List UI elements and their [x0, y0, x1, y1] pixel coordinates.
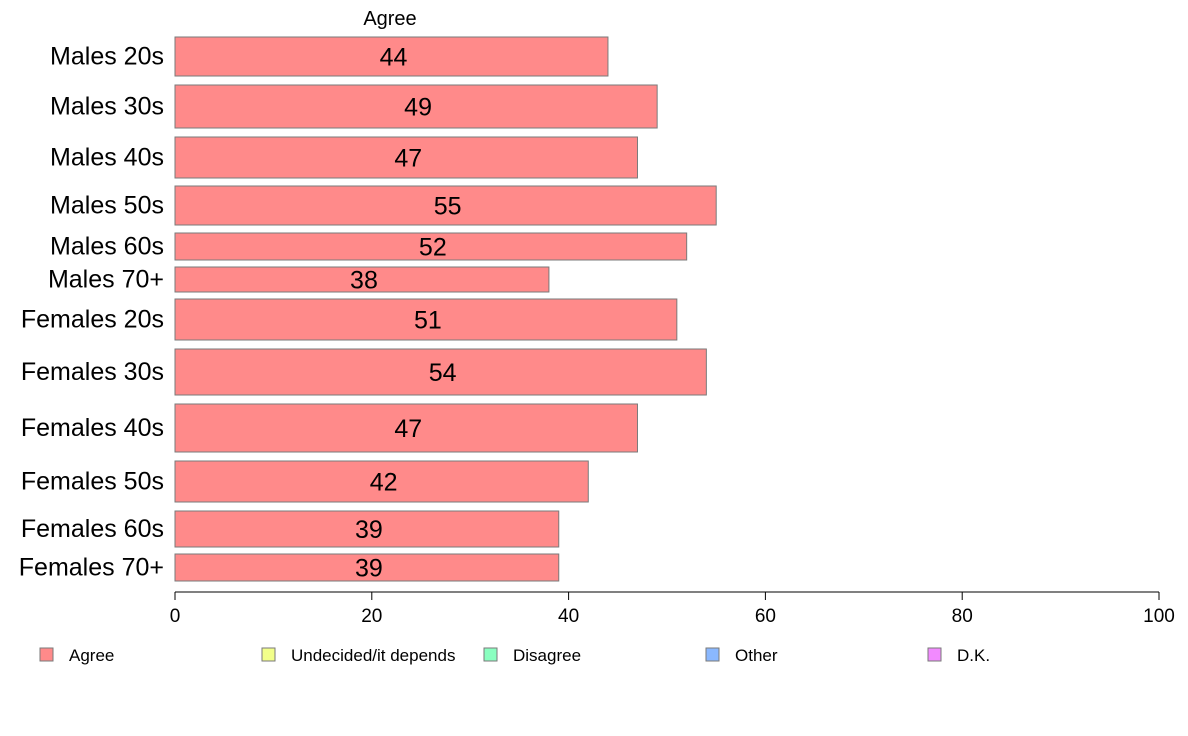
category-label: Males 20s: [50, 43, 164, 71]
legend-swatch: [927, 647, 942, 662]
value-label: 47: [394, 145, 422, 173]
legend-label: D.K.: [957, 646, 990, 665]
x-tick-label: 0: [170, 606, 181, 627]
bar: [174, 510, 560, 548]
bar: [174, 84, 658, 129]
category-label: Females 30s: [21, 358, 164, 386]
bar: [174, 136, 638, 179]
value-label: 51: [414, 307, 442, 335]
value-label: 39: [355, 516, 383, 544]
category-label: Females 40s: [21, 414, 164, 442]
x-tick-label: 40: [558, 606, 579, 627]
bar: [174, 298, 678, 341]
value-label: 49: [404, 94, 432, 122]
bar: [174, 403, 638, 453]
x-tick-label: 20: [361, 606, 382, 627]
legend: Agree Undecided/it depends Disagree Other D.…: [39, 646, 990, 665]
bar: [174, 460, 589, 503]
category-label: Females 50s: [21, 468, 164, 496]
value-label: 44: [380, 44, 408, 72]
category-label: Females 60s: [21, 515, 164, 543]
value-label: 55: [434, 193, 462, 221]
value-label: 42: [370, 469, 398, 497]
bar: [174, 348, 707, 396]
bar: [174, 232, 688, 261]
legend-label: Undecided/it depends: [291, 646, 455, 665]
category-label: Males 30s: [50, 93, 164, 121]
legend-swatch: [705, 647, 720, 662]
value-label: 54: [429, 359, 457, 387]
category-label: Females 20s: [21, 306, 164, 334]
x-tick-label: 60: [755, 606, 776, 627]
legend-swatch: [261, 647, 276, 662]
legend-label: Other: [735, 646, 778, 665]
category-label: Males 70+: [48, 266, 164, 294]
column-title: Agree: [363, 8, 416, 30]
legend-swatch: [39, 647, 54, 662]
category-label: Males 40s: [50, 144, 164, 172]
legend-label: Agree: [69, 646, 114, 665]
bar: [174, 36, 609, 77]
bars-group: Males 20s 44 Males 30s 49 Males 40s 47 Males 5…: [19, 36, 717, 583]
bar: [174, 266, 550, 293]
category-label: Males 50s: [50, 192, 164, 220]
value-label: 39: [355, 555, 383, 583]
x-tick-label: 80: [952, 606, 973, 627]
value-label: 52: [419, 234, 447, 262]
x-axis: 0 20 40 60 80 100: [170, 591, 1175, 627]
x-tick-label: 100: [1143, 606, 1175, 627]
value-label: 38: [350, 267, 378, 295]
category-label: Females 70+: [19, 554, 164, 582]
category-label: Males 60s: [50, 233, 164, 261]
bar: [174, 553, 560, 582]
legend-swatch: [483, 647, 498, 662]
bar: [174, 185, 717, 226]
value-label: 47: [394, 415, 422, 443]
legend-label: Disagree: [513, 646, 581, 665]
